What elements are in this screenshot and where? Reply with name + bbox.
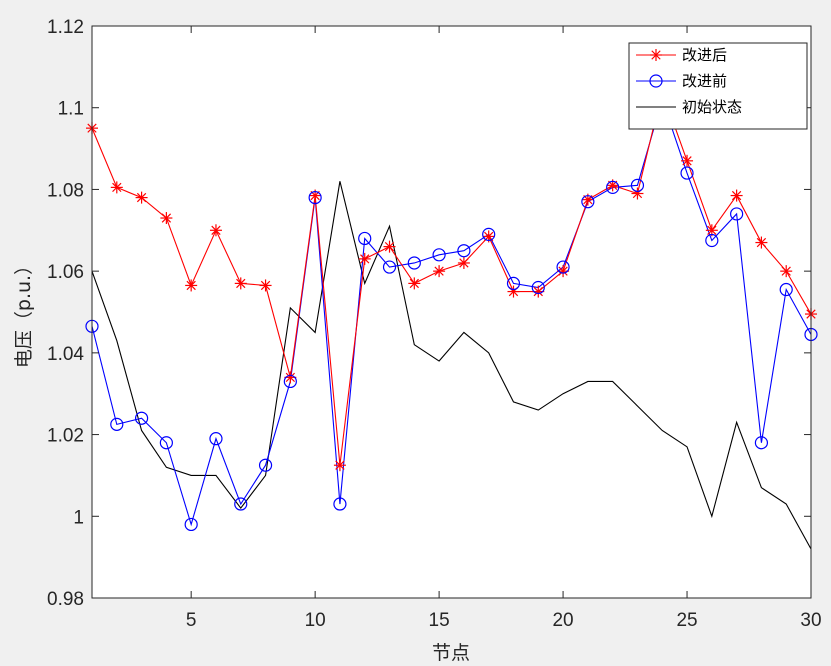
y-tick-label: 1.08 — [47, 180, 84, 201]
circle-marker — [506, 276, 521, 290]
asterisk-marker — [383, 240, 396, 253]
y-tick-label: 1.04 — [47, 344, 84, 365]
y-tick-label: 1.12 — [47, 17, 84, 38]
y-tick-label: 1.06 — [47, 262, 84, 283]
y-tick-label: 1 — [73, 507, 84, 528]
circle-marker — [308, 191, 322, 205]
series-line-1 — [91, 97, 812, 527]
y-tick-label: 1.02 — [47, 426, 84, 447]
y-tick-label: 1.1 — [58, 99, 84, 120]
circle-marker — [606, 180, 620, 194]
series-line-0 — [91, 89, 812, 466]
legend-circle-marker — [649, 74, 663, 88]
asterisk-marker — [185, 279, 198, 292]
circle-marker — [110, 417, 124, 431]
circle-marker — [779, 282, 793, 297]
asterisk-marker — [730, 189, 743, 202]
axis-ticks — [92, 25, 812, 599]
asterisk-marker — [408, 277, 421, 290]
legend-item-2: 初始状态 — [636, 98, 742, 116]
legend-label: 改进前 — [682, 72, 727, 90]
asterisk-marker — [755, 236, 768, 249]
axis-tick-labels: 5 10 15 20 25 30 0.98 1 1.02 1.04 1.06 1.08 1.1 1.12 — [47, 17, 822, 631]
circle-marker — [730, 207, 744, 221]
series-line-2 — [91, 181, 812, 550]
legend-item-1: 改进前 — [636, 72, 727, 90]
circle-marker — [209, 432, 223, 446]
circle-marker — [333, 497, 347, 511]
circle-marker — [630, 178, 645, 192]
asterisk-marker — [110, 181, 123, 194]
y-tick-label: 0.98 — [47, 589, 84, 610]
circle-marker — [680, 166, 694, 180]
x-tick-label: 30 — [800, 610, 821, 631]
asterisk-marker — [780, 265, 793, 278]
asterisk-marker — [358, 252, 371, 265]
x-tick-label: 15 — [429, 610, 450, 631]
circle-marker — [382, 260, 397, 274]
series-lines — [91, 89, 812, 550]
circle-marker — [482, 227, 496, 241]
asterisk-marker — [457, 256, 470, 269]
y-axis-title: 电压（p.u.） — [13, 256, 35, 368]
circle-marker — [159, 436, 173, 450]
circle-marker — [457, 244, 471, 258]
circle-marker — [184, 517, 198, 532]
asterisk-marker — [681, 154, 694, 167]
circle-marker — [234, 497, 248, 511]
asterisk-marker — [333, 459, 346, 472]
x-tick-label: 20 — [552, 610, 573, 631]
legend-asterisk-marker — [650, 49, 662, 61]
x-tick-label: 25 — [676, 610, 697, 631]
circle-marker — [754, 436, 769, 450]
asterisk-marker — [433, 265, 446, 278]
asterisk-marker — [234, 277, 247, 290]
circle-marker — [283, 374, 297, 389]
asterisk-marker — [259, 279, 272, 292]
circle-marker — [432, 248, 446, 262]
circle-marker — [134, 411, 149, 425]
circle-marker — [556, 260, 570, 274]
legend-label: 改进后 — [682, 46, 727, 64]
asterisk-marker — [705, 224, 718, 237]
circle-marker — [531, 280, 545, 295]
circle-marker — [358, 231, 372, 246]
asterisk-marker — [209, 224, 222, 237]
x-tick-label: 10 — [305, 610, 326, 631]
x-tick-label: 5 — [186, 610, 197, 631]
circle-marker — [581, 195, 595, 209]
asterisk-marker — [135, 191, 148, 204]
legend-label: 初始状态 — [682, 98, 742, 116]
legend-item-0: 改进后 — [636, 46, 727, 64]
asterisk-marker — [160, 212, 173, 225]
circle-marker — [705, 233, 719, 248]
circle-marker — [258, 458, 273, 472]
plot-frame — [91, 25, 812, 599]
circle-marker — [407, 256, 421, 270]
x-axis-title: 节点 — [432, 642, 470, 664]
